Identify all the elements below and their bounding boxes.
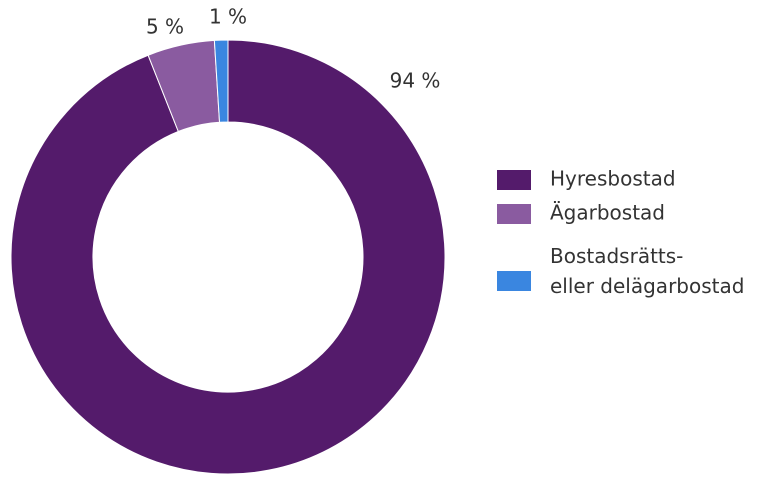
value-label: 5 % xyxy=(146,15,184,39)
donut-segment xyxy=(213,39,229,123)
donut-segment xyxy=(10,39,446,475)
value-label: 94 % xyxy=(390,69,441,93)
legend-label: Hyresbostad xyxy=(550,167,676,191)
legend-swatch xyxy=(497,170,531,190)
legend-label: Ägarbostad xyxy=(550,201,665,225)
legend-label: Bostadsrätts-eller delägarbostad xyxy=(550,244,744,298)
legend-swatch xyxy=(497,271,531,291)
value-label: 1 % xyxy=(209,5,247,29)
legend-swatch xyxy=(497,204,531,224)
